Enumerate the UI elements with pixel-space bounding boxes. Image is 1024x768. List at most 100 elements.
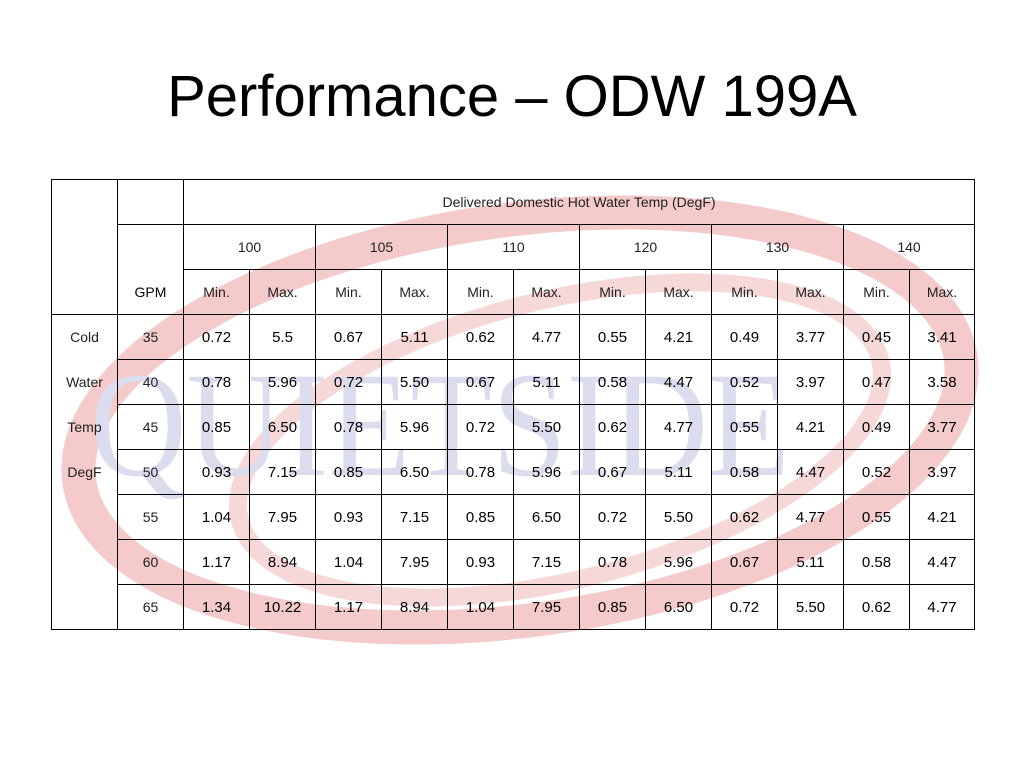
value-cell: 1.34 xyxy=(183,584,250,630)
gpm-header: GPM xyxy=(117,269,184,315)
value-cell: 0.72 xyxy=(579,494,646,540)
value-cell: 0.85 xyxy=(183,404,250,450)
min-header-110: Min. xyxy=(447,269,514,315)
temp-header-105: 105 xyxy=(315,224,448,270)
value-cell: 4.47 xyxy=(777,449,844,495)
gpm-cell: 40 xyxy=(117,359,184,405)
value-cell: 0.67 xyxy=(447,359,514,405)
gpm-cell: 50 xyxy=(117,449,184,495)
temp-header-130: 130 xyxy=(711,224,844,270)
value-cell: 0.62 xyxy=(447,314,514,360)
value-cell: 0.78 xyxy=(579,539,646,585)
value-cell: 5.50 xyxy=(513,404,580,450)
max-header-100: Max. xyxy=(249,269,316,315)
value-cell: 0.93 xyxy=(447,539,514,585)
value-cell: 0.67 xyxy=(711,539,778,585)
value-cell: 0.85 xyxy=(447,494,514,540)
value-cell: 0.72 xyxy=(315,359,382,405)
value-cell: 6.50 xyxy=(381,449,448,495)
table-row: 50 0.93 7.15 0.85 6.50 0.78 5.96 0.67 5.11 0.58 4.… xyxy=(52,449,975,495)
value-cell: 5.11 xyxy=(513,359,580,405)
value-cell: 3.97 xyxy=(777,359,844,405)
value-cell: 1.04 xyxy=(315,539,382,585)
value-cell: 4.77 xyxy=(909,584,975,630)
min-header-140: Min. xyxy=(843,269,910,315)
value-cell: 7.95 xyxy=(513,584,580,630)
value-cell: 8.94 xyxy=(249,539,316,585)
value-cell: 5.11 xyxy=(381,314,448,360)
table-row: 40 0.78 5.96 0.72 5.50 0.67 5.11 0.58 4.47 0.52 3.… xyxy=(52,359,975,405)
gpm-cell: 65 xyxy=(117,584,184,630)
value-cell: 5.96 xyxy=(381,404,448,450)
value-cell: 3.77 xyxy=(909,404,975,450)
value-cell: 4.77 xyxy=(645,404,712,450)
header-row-temps: 100 105 110 120 130 140 xyxy=(52,224,975,270)
value-cell: 5.50 xyxy=(381,359,448,405)
value-cell: 1.17 xyxy=(315,584,382,630)
gpm-cell: 35 xyxy=(117,314,184,360)
value-cell: 0.47 xyxy=(843,359,910,405)
value-cell: 1.17 xyxy=(183,539,250,585)
value-cell: 7.15 xyxy=(381,494,448,540)
value-cell: 4.77 xyxy=(513,314,580,360)
value-cell: 0.52 xyxy=(843,449,910,495)
value-cell: 0.85 xyxy=(579,584,646,630)
value-cell: 0.55 xyxy=(843,494,910,540)
temp-header-100: 100 xyxy=(183,224,316,270)
value-cell: 0.58 xyxy=(843,539,910,585)
page-title: Performance – ODW 199A xyxy=(167,64,857,129)
value-cell: 3.77 xyxy=(777,314,844,360)
gpm-cell: 45 xyxy=(117,404,184,450)
corner-cell xyxy=(51,179,118,315)
value-cell: 0.78 xyxy=(315,404,382,450)
min-header-130: Min. xyxy=(711,269,778,315)
table-row: 45 0.85 6.50 0.78 5.96 0.72 5.50 0.62 4.77 0.55 4.… xyxy=(52,404,975,450)
value-cell: 5.50 xyxy=(645,494,712,540)
value-cell: 0.85 xyxy=(315,449,382,495)
gpm-cell: 55 xyxy=(117,494,184,540)
value-cell: 7.95 xyxy=(381,539,448,585)
temp-header-110: 110 xyxy=(447,224,580,270)
value-cell: 0.67 xyxy=(315,314,382,360)
value-cell: 0.72 xyxy=(711,584,778,630)
value-cell: 0.67 xyxy=(579,449,646,495)
value-cell: 5.96 xyxy=(249,359,316,405)
value-cell: 0.72 xyxy=(183,314,250,360)
value-cell: 0.93 xyxy=(315,494,382,540)
min-header-105: Min. xyxy=(315,269,382,315)
value-cell: 7.15 xyxy=(249,449,316,495)
temp-header-140: 140 xyxy=(843,224,975,270)
header-row-group: Delivered Domestic Hot Water Temp (DegF) xyxy=(51,179,975,315)
max-header-130: Max. xyxy=(777,269,844,315)
value-cell: 8.94 xyxy=(381,584,448,630)
value-cell: 5.5 xyxy=(249,314,316,360)
value-cell: 3.41 xyxy=(909,314,975,360)
min-header-120: Min. xyxy=(579,269,646,315)
value-cell: 0.62 xyxy=(579,404,646,450)
max-header-140: Max. xyxy=(909,269,975,315)
value-cell: 3.97 xyxy=(909,449,975,495)
value-cell: 0.55 xyxy=(711,404,778,450)
value-cell: 0.58 xyxy=(579,359,646,405)
value-cell: 0.62 xyxy=(711,494,778,540)
value-cell: 0.62 xyxy=(843,584,910,630)
gpm-header-spacer-2 xyxy=(117,224,184,270)
value-cell: 1.04 xyxy=(447,584,514,630)
value-cell: 0.45 xyxy=(843,314,910,360)
side-label-cell: Cold Water Temp DegF xyxy=(51,314,118,630)
value-cell: 6.50 xyxy=(513,494,580,540)
value-cell: 4.47 xyxy=(645,359,712,405)
table-row: Cold Water Temp DegF 35 0.72 5.5 0.67 5.11 0.62 4.… xyxy=(51,314,975,630)
value-cell: 0.55 xyxy=(579,314,646,360)
value-cell: 4.21 xyxy=(777,404,844,450)
value-cell: 5.11 xyxy=(645,449,712,495)
performance-table: Delivered Domestic Hot Water Temp (DegF)… xyxy=(51,179,975,630)
table-row: 65 1.34 10.22 1.17 8.94 1.04 7.95 0.85 6.50 0.72 5… xyxy=(52,584,975,630)
value-cell: 6.50 xyxy=(249,404,316,450)
max-header-105: Max. xyxy=(381,269,448,315)
value-cell: 5.11 xyxy=(777,539,844,585)
value-cell: 4.47 xyxy=(909,539,975,585)
max-header-110: Max. xyxy=(513,269,580,315)
side-label: Temp xyxy=(67,419,102,435)
value-cell: 7.15 xyxy=(513,539,580,585)
